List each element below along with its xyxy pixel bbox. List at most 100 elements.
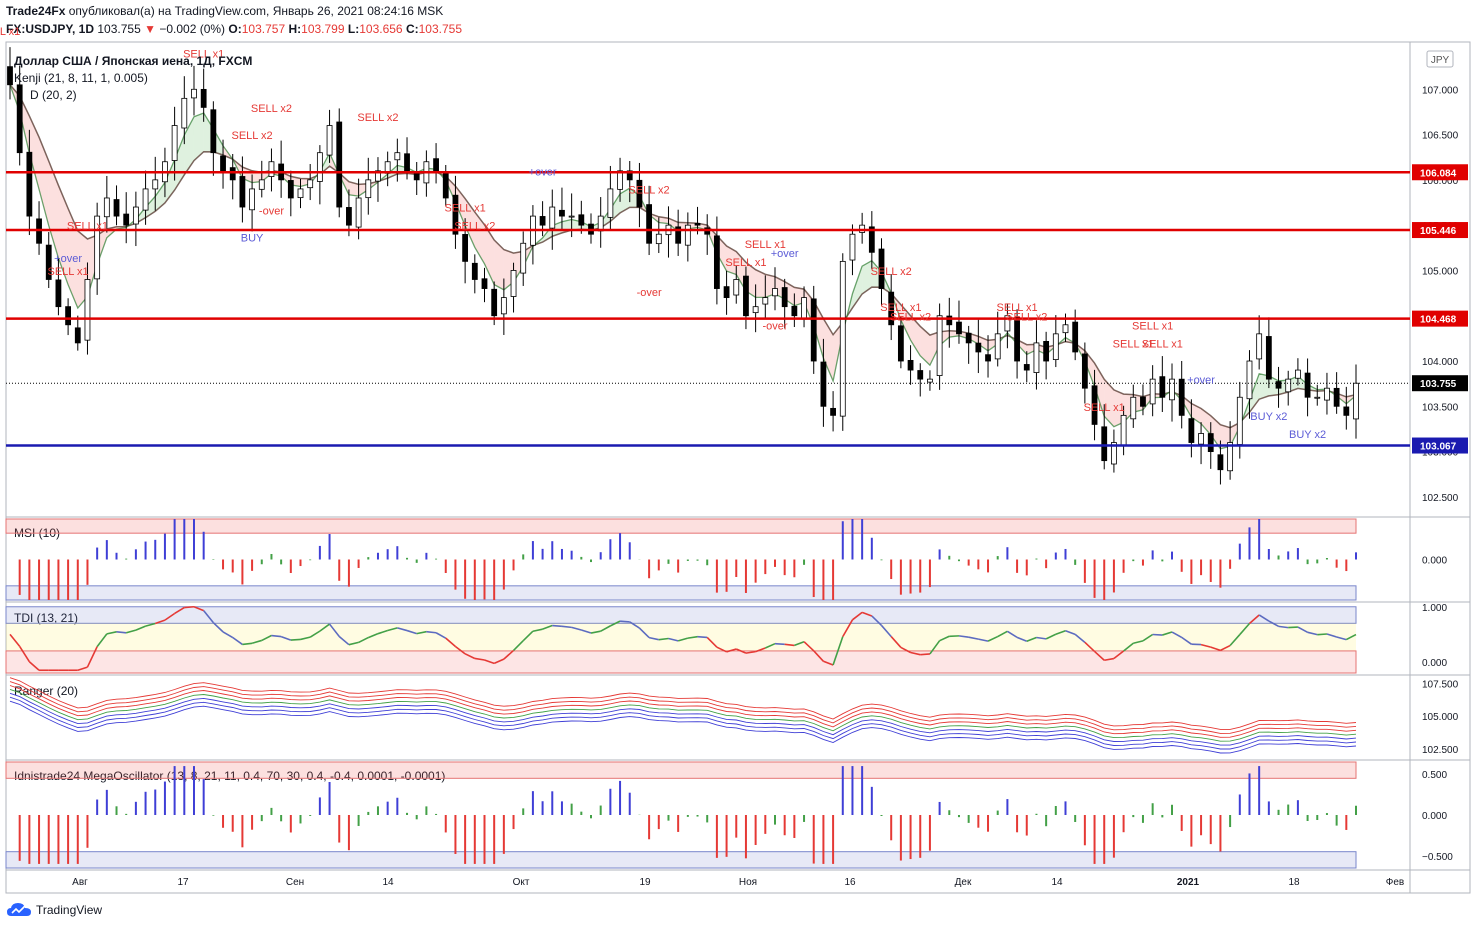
- ma-cloud-segment: [1259, 373, 1269, 400]
- candle-body: [1072, 321, 1079, 353]
- ma-cloud-segment: [465, 198, 475, 248]
- candle-body: [307, 179, 314, 189]
- tdi-line: [387, 627, 398, 632]
- signal-label: SELL x2: [231, 130, 272, 142]
- candle-body: [810, 298, 817, 362]
- candle-body: [878, 248, 885, 289]
- tdi-line: [629, 621, 640, 629]
- candle-body: [113, 199, 120, 217]
- chart-frame: [5, 41, 1471, 894]
- candle-body: [1111, 442, 1117, 465]
- candle-body: [675, 226, 682, 244]
- tdi-line: [735, 648, 747, 654]
- candle-body: [559, 209, 565, 217]
- candle-body: [772, 288, 778, 297]
- tdi-line: [1220, 644, 1231, 652]
- level-price-label: 105.446: [1420, 226, 1457, 237]
- candle-body: [985, 354, 991, 362]
- last-price-label: 103.755: [1420, 379, 1457, 390]
- tdi-line: [900, 646, 911, 654]
- ranger-band: [9, 696, 1357, 750]
- candle-body: [132, 206, 139, 225]
- ma-cloud-segment: [1210, 415, 1221, 449]
- candle-body: [946, 315, 953, 326]
- tdi-line: [784, 643, 795, 647]
- tdi-line: [1055, 629, 1066, 635]
- tdi-line: [638, 627, 650, 639]
- candle-body: [520, 242, 527, 274]
- tdi-line: [1104, 657, 1115, 662]
- candle-body: [907, 359, 914, 371]
- candle-body: [65, 306, 72, 326]
- price-tick-label: 105.000: [1422, 266, 1459, 277]
- candle-body: [1256, 333, 1263, 360]
- candle-body: [927, 378, 933, 383]
- tdi-line: [987, 635, 999, 642]
- level-price-tag: [1412, 164, 1468, 181]
- tdi-line: [348, 641, 359, 646]
- candle-body: [1081, 353, 1088, 389]
- level-price-label: 104.468: [1420, 315, 1457, 326]
- second-indicator-legend[interactable]: D (20, 2): [30, 88, 77, 102]
- tdi-line: [406, 629, 417, 635]
- candle-body: [1353, 382, 1359, 420]
- candle-body: [1294, 369, 1301, 379]
- tdi-line: [745, 650, 756, 654]
- candle-body: [1052, 333, 1059, 360]
- tdi-line: [445, 637, 456, 648]
- ma-cloud-segment: [862, 260, 872, 295]
- signal-label: SELL x1: [445, 203, 486, 215]
- tdi-line: [1297, 626, 1308, 634]
- candle-body: [181, 97, 188, 129]
- close-value: 103.755: [418, 22, 463, 36]
- candle-body: [200, 88, 207, 108]
- ma-cloud-segment: [48, 160, 59, 258]
- tdi-line: [135, 625, 146, 631]
- ma-cloud-segment: [910, 315, 921, 356]
- candle-body: [917, 370, 924, 380]
- author[interactable]: Trade24Fx: [6, 4, 66, 18]
- candle-body: [471, 262, 478, 280]
- ma-cloud-segment: [755, 269, 766, 298]
- tdi-line: [512, 640, 524, 651]
- candle-body: [287, 180, 294, 199]
- tdi-line: [261, 634, 272, 642]
- signal-label: BUY: [241, 233, 264, 245]
- last-price: 103.755: [97, 22, 141, 36]
- tdi-line: [28, 661, 40, 671]
- tdi-line: [493, 658, 505, 665]
- panel-title: Idnistrade24 MegaOscillator (13, 8, 21, …: [14, 769, 445, 783]
- candle-body: [26, 151, 33, 217]
- chart-title: Доллар США / Японская иена, 1Д, FXCM: [14, 54, 252, 68]
- signal-label: SELL x1: [1113, 338, 1154, 350]
- slow-ma-line: [9, 84, 1357, 429]
- tdi-line: [503, 649, 515, 660]
- candle-body: [123, 213, 130, 226]
- candle-body: [868, 226, 875, 253]
- candle-body: [1149, 378, 1156, 405]
- tdi-line: [648, 636, 659, 641]
- panel-tick-label: 107.500: [1422, 680, 1459, 691]
- candle-body: [1014, 317, 1020, 362]
- tdi-line: [1016, 636, 1028, 643]
- tdi-line: [1268, 620, 1279, 628]
- tdi-line: [1026, 636, 1037, 643]
- tradingview-logo[interactable]: TradingView: [6, 902, 102, 918]
- tdi-line: [1336, 636, 1347, 641]
- ma-cloud-segment: [1201, 408, 1211, 435]
- tdi-line: [1229, 634, 1241, 647]
- signal-label: +over: [529, 166, 557, 178]
- candle-body: [1130, 396, 1137, 420]
- currency-button[interactable]: JPY: [1426, 50, 1454, 68]
- tdi-line: [697, 635, 708, 639]
- symbol: FX:USDJPY, 1D: [6, 22, 95, 36]
- tdi-line: [552, 624, 563, 628]
- candle-body: [142, 188, 149, 211]
- tdi-line: [1133, 640, 1144, 645]
- tdi-line: [290, 638, 301, 641]
- tdi-line: [997, 630, 1008, 638]
- kenji-legend[interactable]: Kenji (21, 8, 11, 1, 0.005): [14, 71, 148, 85]
- tdi-line: [164, 612, 176, 621]
- candle-body: [74, 327, 81, 344]
